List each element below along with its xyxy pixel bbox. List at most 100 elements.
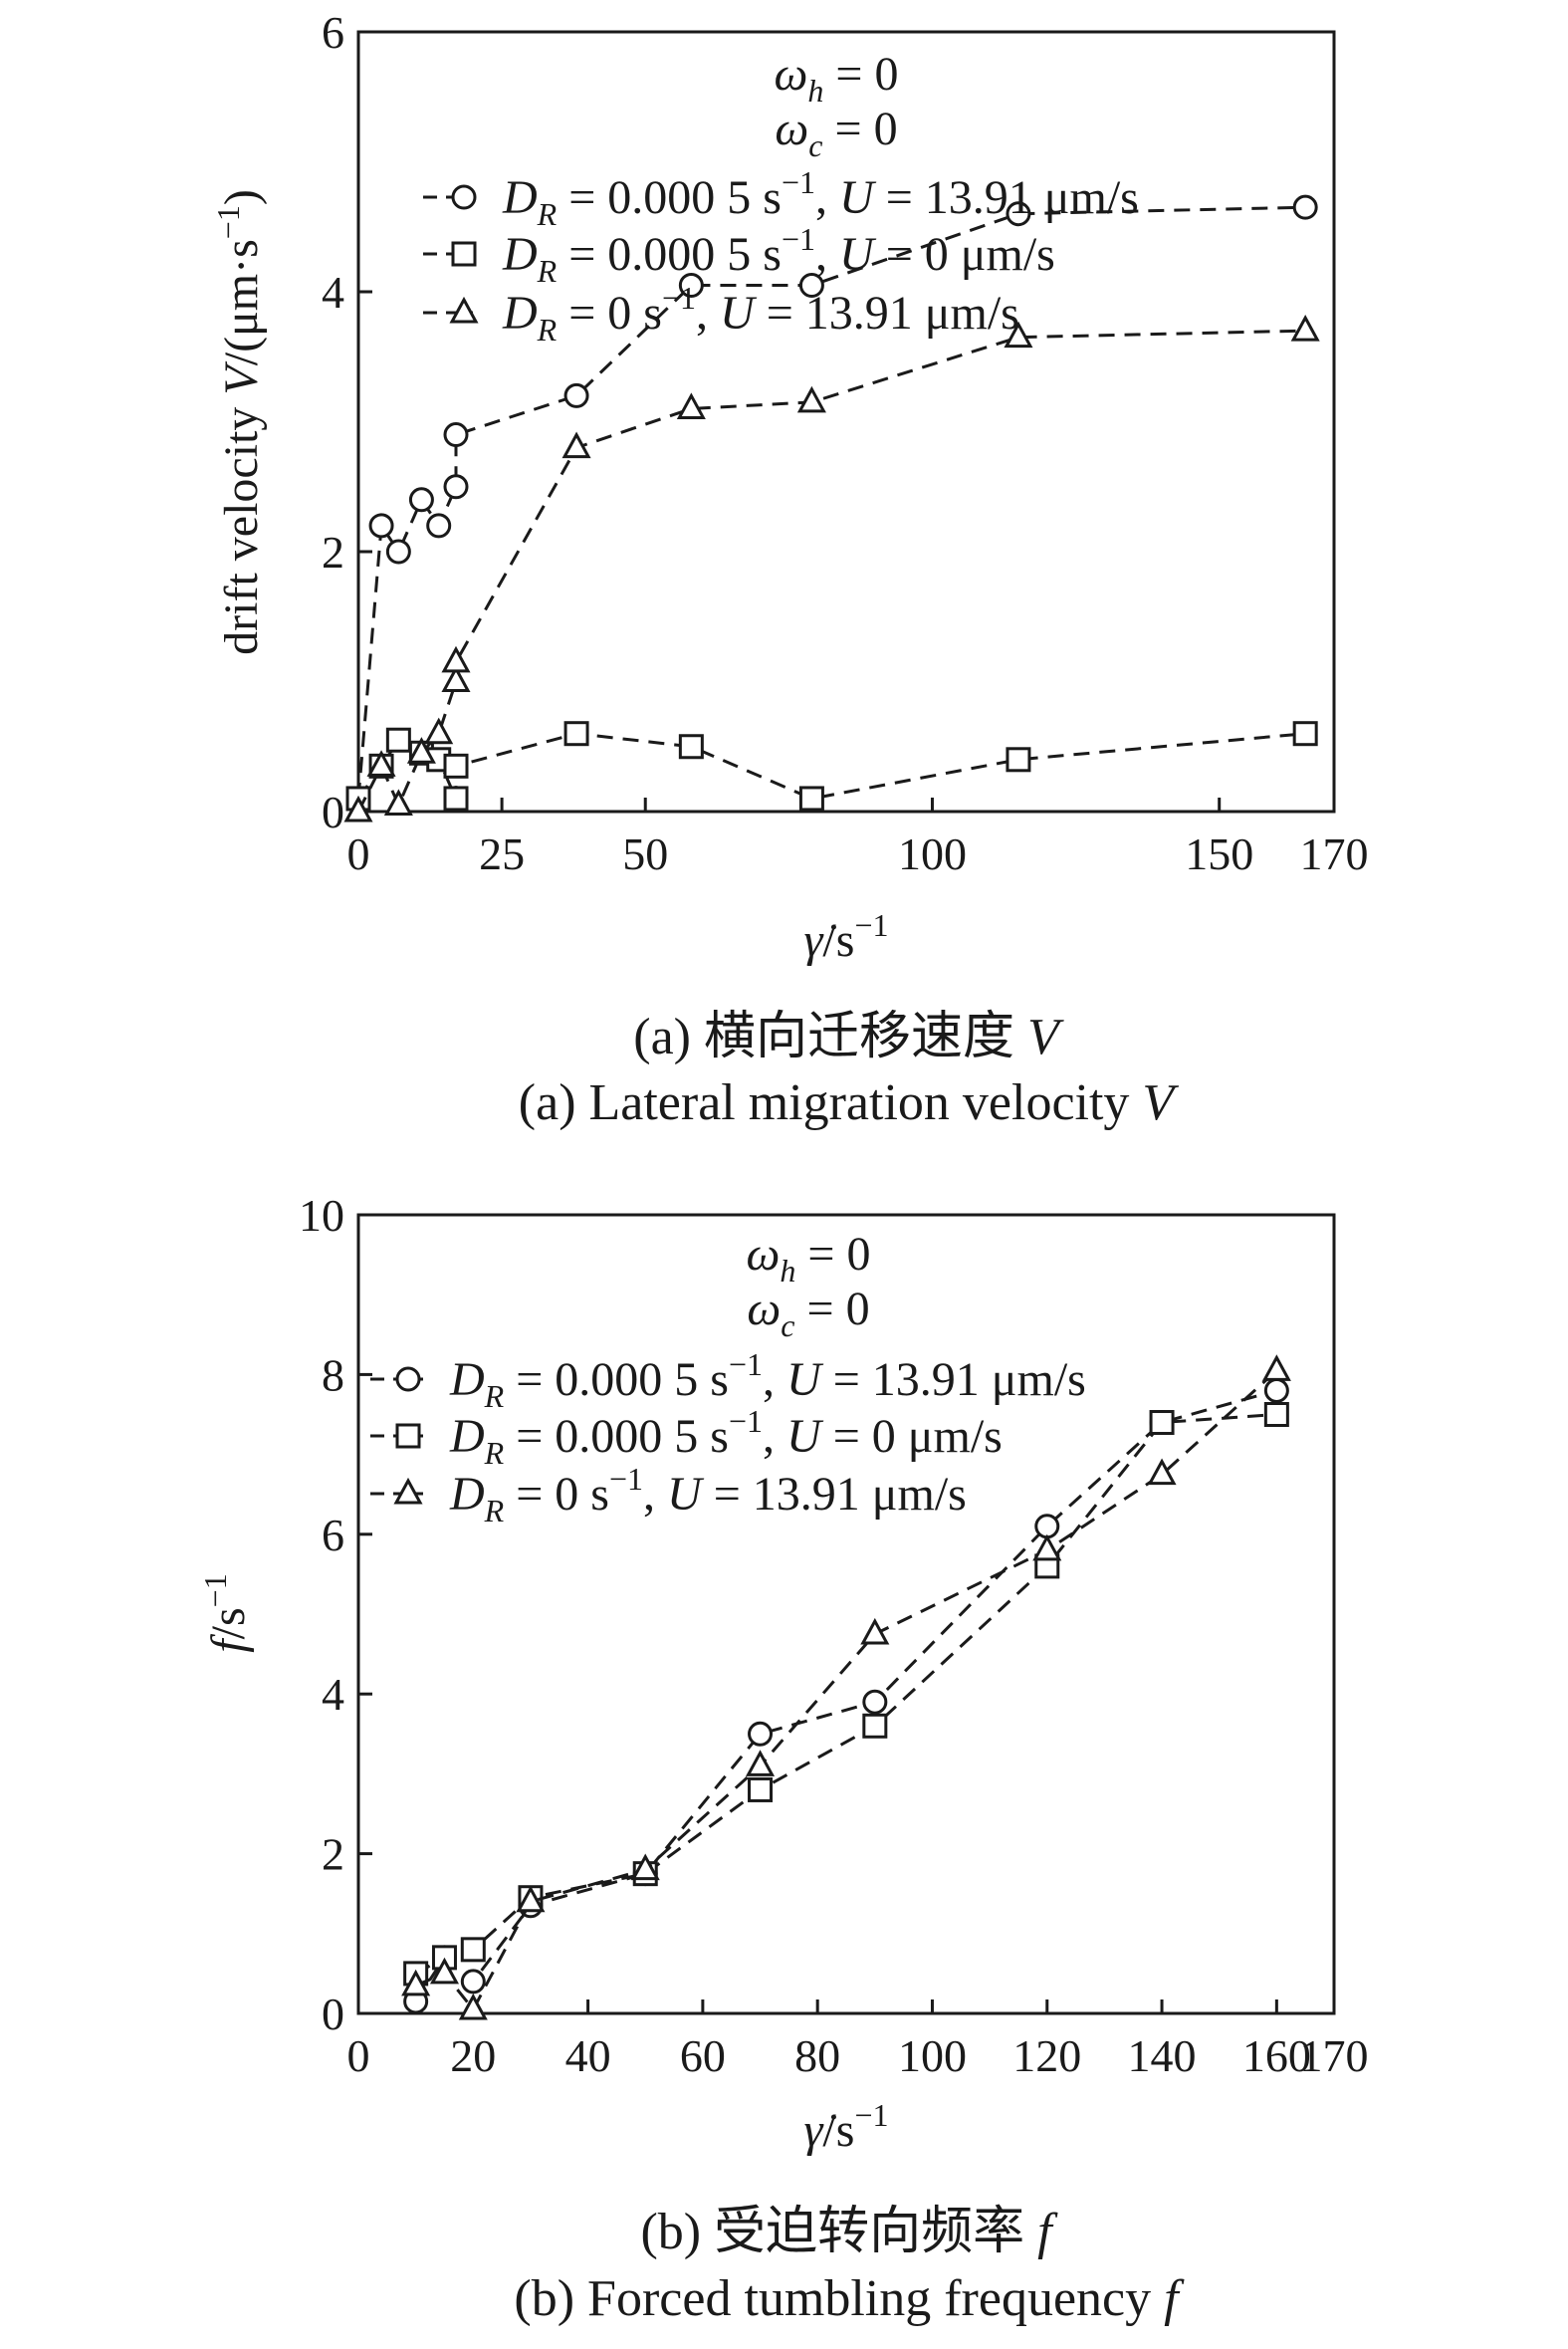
data-point-square — [748, 1776, 774, 1802]
data-point-triangle — [676, 392, 706, 419]
data-point-triangle — [458, 1993, 488, 2020]
data-point-triangle — [429, 1957, 459, 1985]
x-tick-label: 0 — [347, 2030, 370, 2081]
series-group — [343, 194, 1320, 822]
x-tick-label: 140 — [1128, 2030, 1197, 2081]
data-point-circle — [368, 513, 394, 539]
svg-text:DR = 0.000 5 s−1, U = 13.91 μm: DR = 0.000 5 s−1, U = 13.91 μm/s — [449, 1346, 1086, 1414]
x-tick-label: 50 — [622, 828, 668, 879]
data-point-square — [1292, 721, 1318, 747]
data-point-circle — [563, 382, 589, 408]
y-tick-label: 8 — [322, 1349, 344, 1400]
series-line — [414, 1388, 1277, 2002]
data-point-circle — [1006, 201, 1031, 227]
data-point-square — [385, 727, 411, 753]
legend-entry-square: DR = 0.000 5 s−1, U = 0 μm/s — [423, 221, 1055, 289]
caption-en-b: (b) Forced tumbling frequency f — [514, 2270, 1185, 2327]
svg-text:DR = 0.000 5 s−1, U = 0 μm/s: DR = 0.000 5 s−1, U = 0 μm/s — [449, 1403, 1003, 1471]
series-line — [415, 1369, 1278, 2012]
data-point-circle — [443, 474, 469, 500]
series-square — [345, 721, 1318, 812]
x-tick-label: 170 — [1300, 2030, 1369, 2081]
legend-entry-triangle: DR = 0 s−1, U = 13.91 μm/s — [423, 280, 1019, 348]
x-tick-label: 60 — [680, 2030, 726, 2081]
data-point-square — [443, 753, 469, 779]
annotation-omega-h: ωh = 0 — [775, 48, 899, 109]
legend-entry-circle: DR = 0.000 5 s−1, U = 13.91 μm/s — [370, 1346, 1086, 1414]
annotation-omega-c: ωc = 0 — [747, 1283, 869, 1343]
data-point-triangle — [1147, 1458, 1177, 1486]
data-point-triangle — [401, 1969, 431, 1997]
x-tick-label: 100 — [898, 2030, 967, 2081]
x-axis-label: γ̇/s−1 — [804, 2097, 889, 2157]
data-point-triangle — [516, 1885, 546, 1913]
y-tick-label: 0 — [322, 787, 344, 837]
data-point-triangle — [561, 431, 591, 459]
caption-en-a: (a) Lateral migration velocity V — [519, 1074, 1180, 1131]
data-point-circle — [408, 487, 434, 513]
data-point-triangle — [424, 717, 454, 745]
data-point-triangle — [1004, 321, 1033, 349]
data-point-circle — [862, 1689, 888, 1715]
x-tick-label: 120 — [1012, 2030, 1081, 2081]
legend: ωh = 0 ωc = 0 DR = 0.000 5 s−1, U = 13.9… — [370, 1228, 1086, 1528]
legend-entry-square: DR = 0.000 5 s−1, U = 0 μm/s — [370, 1403, 1003, 1471]
series-group — [401, 1354, 1291, 2020]
svg-text:DR = 0.000 5 s−1, U = 13.91 μm: DR = 0.000 5 s−1, U = 13.91 μm/s — [502, 164, 1139, 232]
data-point-triangle — [1032, 1533, 1062, 1561]
plot-frame — [356, 1213, 1336, 2015]
series-circle — [345, 194, 1318, 812]
data-point-square — [443, 786, 469, 812]
y-tick-label: 6 — [322, 1510, 344, 1560]
y-tick-label: 4 — [322, 267, 344, 318]
data-point-triangle — [1261, 1354, 1291, 1381]
data-point-circle — [443, 422, 469, 448]
legend-entry-triangle: DR = 0 s−1, U = 13.91 μm/s — [370, 1461, 967, 1528]
x-tick-label: 40 — [565, 2030, 611, 2081]
y-axis-label: drift velocity V/(μm·s−1) — [210, 189, 268, 655]
data-point-circle — [1034, 1514, 1060, 1539]
legend-entry-circle: DR = 0.000 5 s−1, U = 13.91 μm/s — [423, 164, 1139, 232]
data-point-square — [678, 734, 704, 760]
svg-text:DR = 0 s−1, U = 13.91 μm/s: DR = 0 s−1, U = 13.91 μm/s — [449, 1461, 967, 1528]
data-point-triangle — [441, 665, 471, 692]
y-tick-label: 2 — [322, 527, 344, 578]
caption-cn-b: (b) 受迫转向频率 f — [640, 2204, 1058, 2260]
data-point-circle — [678, 272, 704, 298]
x-tick-label: 20 — [450, 2030, 496, 2081]
data-point-triangle — [366, 750, 396, 777]
data-point-square — [862, 1713, 888, 1739]
data-point-circle — [1292, 194, 1318, 220]
data-point-triangle — [796, 385, 826, 413]
data-point-triangle — [630, 1853, 660, 1881]
data-point-circle — [426, 513, 452, 539]
data-point-triangle — [343, 795, 373, 822]
data-point-square — [1263, 1402, 1289, 1427]
data-point-triangle — [1290, 315, 1320, 342]
data-point-square — [1006, 747, 1031, 773]
data-point-triangle — [383, 789, 413, 816]
x-axis-ticks: 0 25 50 100 150 170 — [347, 798, 1369, 879]
y-tick-label: 6 — [322, 7, 344, 58]
data-point-circle — [1263, 1377, 1289, 1403]
y-tick-label: 10 — [299, 1190, 344, 1241]
x-tick-label: 25 — [479, 828, 525, 879]
x-tick-label: 160 — [1242, 2030, 1311, 2081]
x-tick-label: 100 — [898, 828, 967, 879]
data-point-triangle — [406, 737, 436, 764]
data-point-circle — [748, 1721, 774, 1747]
y-axis-label: f/s−1 — [197, 1573, 255, 1652]
svg-text:DR = 0 s−1, U = 13.91 μm/s: DR = 0 s−1, U = 13.91 μm/s — [502, 280, 1019, 348]
data-point-circle — [385, 539, 411, 565]
plot-frame — [356, 30, 1336, 814]
series-line — [414, 1413, 1277, 1976]
data-point-square — [798, 786, 824, 812]
svg-text:DR = 0.000 5 s−1, U = 0 μm/s: DR = 0.000 5 s−1, U = 0 μm/s — [502, 221, 1055, 289]
y-tick-label: 0 — [322, 1989, 344, 2039]
x-tick-label: 0 — [347, 828, 370, 879]
y-tick-label: 4 — [322, 1669, 344, 1720]
x-tick-label: 170 — [1300, 828, 1369, 879]
data-point-square — [563, 721, 589, 747]
